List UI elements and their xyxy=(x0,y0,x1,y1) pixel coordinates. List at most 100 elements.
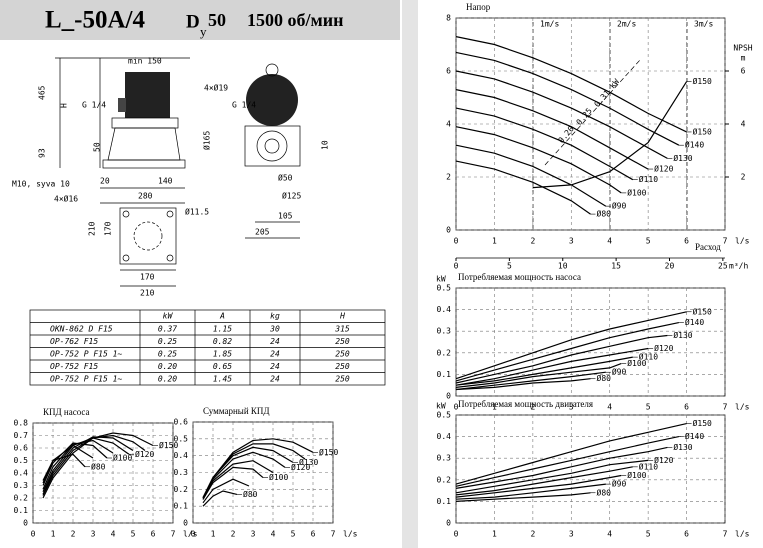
y-tick-label: 0.1 xyxy=(174,502,189,511)
y-tick-label: 8 xyxy=(446,14,451,23)
curve-label: Ø80 xyxy=(597,487,612,497)
x-tick-label: 4 xyxy=(607,403,612,412)
curve-label: Ø90 xyxy=(612,201,627,211)
table-cell: 0.25 xyxy=(158,337,177,346)
dimension-label: Ø125 xyxy=(282,191,301,201)
x-tick-label: 6 xyxy=(684,237,689,246)
table-cell: 0.20 xyxy=(158,374,177,383)
velocity-label: 3m/s xyxy=(694,20,713,29)
curve xyxy=(455,51,680,146)
curve xyxy=(455,466,633,496)
dimension-label: 4×Ø16 xyxy=(54,194,78,204)
curve-label: Ø90 xyxy=(612,479,627,489)
y2-tick-label: 6 xyxy=(741,67,746,76)
curve xyxy=(42,442,108,486)
table-cell: 24 xyxy=(270,337,280,346)
y-tick-label: 0.4 xyxy=(14,469,29,478)
y-tick-label: 0 xyxy=(446,519,451,528)
curve-label: Ø130 xyxy=(299,457,318,467)
x-tick-label: 5 xyxy=(646,403,651,412)
x-tick-label: 6 xyxy=(151,530,156,539)
terminal xyxy=(118,98,126,112)
y-axis-label: kW xyxy=(436,275,446,284)
y-tick-label: 0.3 xyxy=(14,481,29,490)
curve xyxy=(455,446,668,489)
x-tick-label: 7 xyxy=(723,530,728,539)
x-tick-label: 0 xyxy=(454,530,459,539)
flange xyxy=(111,117,179,129)
x-axis-label: l/s xyxy=(183,530,198,539)
velocity-label: 2m/s xyxy=(617,20,636,29)
x-tick-label: 1 xyxy=(211,530,216,539)
dimension-label: 140 xyxy=(158,177,173,186)
curve xyxy=(202,490,238,507)
bolt xyxy=(166,210,174,218)
bolt xyxy=(122,254,130,262)
curve xyxy=(455,160,591,215)
y-tick-label: 0 xyxy=(446,226,451,235)
motor-front xyxy=(246,74,298,126)
table-cell: 0.25 xyxy=(158,349,177,358)
x-tick-label: 5 xyxy=(646,530,651,539)
table-header: A xyxy=(219,312,225,321)
x-tick-label: 3 xyxy=(569,237,574,246)
model: L_-50A/4 xyxy=(45,7,146,34)
table-header: kg xyxy=(270,312,280,321)
table-cell: 250 xyxy=(335,349,350,358)
curve xyxy=(42,453,86,481)
x-tick-label: 5 xyxy=(291,530,296,539)
curve-label: Ø110 xyxy=(639,174,658,184)
curve-label: Ø120 xyxy=(135,449,154,459)
curve xyxy=(455,474,622,498)
d-letter: D xyxy=(186,11,200,32)
x-tick-label: 1 xyxy=(492,237,497,246)
x-tick-label: 2 xyxy=(71,530,76,539)
table-header: kW xyxy=(163,312,174,321)
table-cell: 0.37 xyxy=(158,324,177,333)
x-tick-label: 4 xyxy=(607,237,612,246)
curve-label: Ø100 xyxy=(627,470,646,480)
table-cell: OP-752 P F15 1~ xyxy=(50,374,122,383)
dimension-label: 170 xyxy=(104,221,113,236)
x-tick-label: 3 xyxy=(91,530,96,539)
plot-frame xyxy=(455,287,726,397)
x-tick-label: 6 xyxy=(311,530,316,539)
x-tick-label: 3 xyxy=(569,403,574,412)
dimension-label: G 1/4 xyxy=(82,101,106,110)
y-tick-label: 0.2 xyxy=(437,348,452,357)
curve xyxy=(455,36,687,133)
table-cell: 24 xyxy=(270,349,280,358)
curve-label: Ø120 xyxy=(654,343,673,353)
table-cell: OP-752 P F15 1~ xyxy=(50,349,122,358)
curve xyxy=(455,436,680,487)
curve xyxy=(532,81,688,189)
x-tick-label: 0 xyxy=(31,530,36,539)
dimension-label: G 1/4 xyxy=(232,101,256,110)
y-tick-label: 0.3 xyxy=(174,468,189,477)
curve xyxy=(455,492,591,502)
x-tick-label: 7 xyxy=(723,403,728,412)
dimension-label: 280 xyxy=(138,192,153,201)
curve xyxy=(202,478,250,504)
x-tick-label: 1 xyxy=(492,403,497,412)
y-tick-label: 4 xyxy=(446,120,451,129)
curve xyxy=(455,334,668,384)
dimension-label: 50 xyxy=(93,142,102,152)
y-tick-label: 0 xyxy=(446,392,451,401)
x-axis-label: l/s xyxy=(735,237,750,246)
x-tick-label: 2 xyxy=(530,403,535,412)
table-header: H xyxy=(339,312,345,321)
table-cell: 1.15 xyxy=(213,324,232,333)
curve xyxy=(455,126,622,194)
x-axis-label: l/s xyxy=(735,403,750,412)
chart-title: КПД насоса xyxy=(43,407,90,417)
table-cell: 1.45 xyxy=(213,374,232,383)
x-tick-label: 7 xyxy=(723,237,728,246)
power-label: 0.31 kW xyxy=(593,77,622,109)
table-cell: OKN-862 D F15 xyxy=(50,324,113,333)
x-axis-label: l/s xyxy=(735,530,750,539)
dimension-label: Ø11.5 xyxy=(185,207,209,217)
curve xyxy=(455,483,606,500)
y-tick-label: 0.6 xyxy=(14,444,29,453)
